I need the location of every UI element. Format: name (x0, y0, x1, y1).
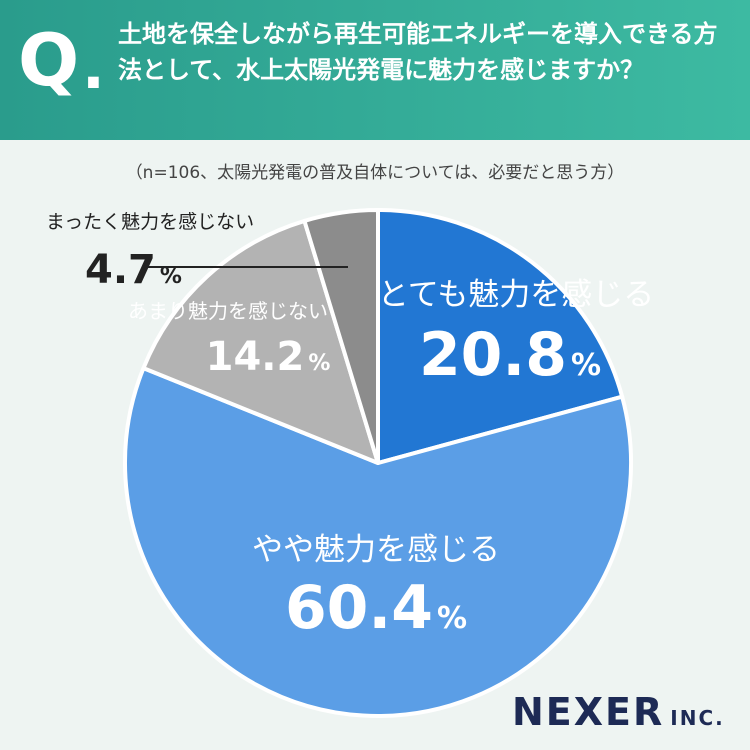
slice-label-not-very-attractive: あまり魅力を感じない (128, 299, 328, 323)
pie-slice-not-very-attractive (141, 218, 380, 465)
q-letter: Q (18, 18, 80, 102)
slice-value-very-attractive: 20.8% (419, 320, 601, 390)
brand-suffix: INC. (670, 706, 725, 730)
slice-label-not-at-all-attractive: まったく魅力を感じない (46, 211, 254, 233)
pie-slice-not-at-all-attractive (302, 208, 380, 465)
slice-label-very-attractive: とても魅力を感じる (378, 277, 655, 313)
slice-value-not-at-all-attractive: 4.7% (85, 247, 182, 293)
q-dot: . (82, 33, 105, 103)
pie-slice-somewhat-attractive (123, 366, 633, 718)
slice-label-somewhat-attractive: やや魅力を感じる (252, 532, 500, 568)
brand-name: NEXER (512, 690, 665, 734)
slice-value-somewhat-attractive: 60.4% (285, 573, 467, 643)
brand-logo: NEXER INC. (512, 690, 725, 734)
question-header: Q . 土地を保全しながら再生可能エネルギーを導入できる方法として、水上太陽光発… (0, 0, 750, 140)
pie-slice-very-attractive (376, 208, 625, 465)
sample-note: （n=106、太陽光発電の普及自体については、必要だと思う方） (125, 163, 625, 183)
slice-value-not-very-attractive: 14.2% (206, 334, 331, 380)
q-mark: Q . (18, 20, 108, 110)
question-text: 土地を保全しながら再生可能エネルギーを導入できる方法として、水上太陽光発電に魅力… (118, 20, 718, 84)
